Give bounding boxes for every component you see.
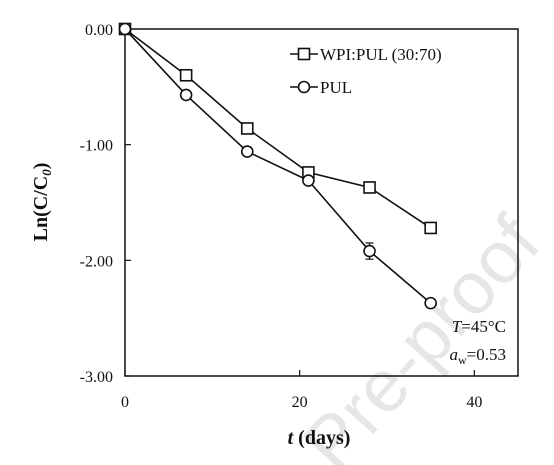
data-point-pul	[240, 145, 254, 158]
y-tick-label: -1.00	[80, 138, 113, 155]
data-point-pul	[302, 174, 315, 187]
legend-label-wpi-pul: WPI:PUL (30:70)	[320, 45, 442, 64]
data-point-pul	[363, 244, 376, 258]
plot-frame	[124, 28, 519, 377]
x-tick-label: 40	[466, 394, 482, 411]
data-point-pul	[424, 296, 437, 310]
legend-marker-wpi-pul	[297, 47, 311, 61]
data-point-wpi-pul	[179, 68, 193, 82]
series-line-pul	[124, 28, 432, 304]
axes: 0.00 -1.00 -2.00 -3.00 0 20 40	[80, 22, 519, 411]
data-point-pul	[118, 22, 132, 36]
y-tick-label: 0.00	[85, 22, 113, 39]
y-tick-label: -2.00	[80, 253, 113, 270]
data-point-wpi-pul	[363, 181, 376, 194]
x-tick-label: 20	[292, 394, 308, 411]
y-axis-title: Ln(C/C0)	[30, 163, 54, 242]
temperature-annotation: T=45°C	[452, 317, 506, 336]
data-point-pul	[179, 88, 193, 102]
y-tick-label: -3.00	[80, 369, 113, 386]
series-layer	[118, 22, 437, 310]
series-pul	[118, 22, 437, 310]
legend-marker-pul	[297, 80, 311, 94]
legend-label-pul: PUL	[320, 78, 352, 97]
data-point-wpi-pul	[240, 122, 254, 135]
watermark: Pre-proof	[287, 200, 554, 465]
legend: WPI:PUL (30:70) PUL	[290, 45, 442, 97]
x-axis-title: t (days)	[288, 427, 351, 449]
water-activity-annotation: aw=0.53	[449, 345, 506, 367]
series-line-wpi-pul	[124, 28, 432, 229]
data-point-wpi-pul	[424, 221, 437, 235]
x-tick-label: 0	[121, 394, 129, 411]
